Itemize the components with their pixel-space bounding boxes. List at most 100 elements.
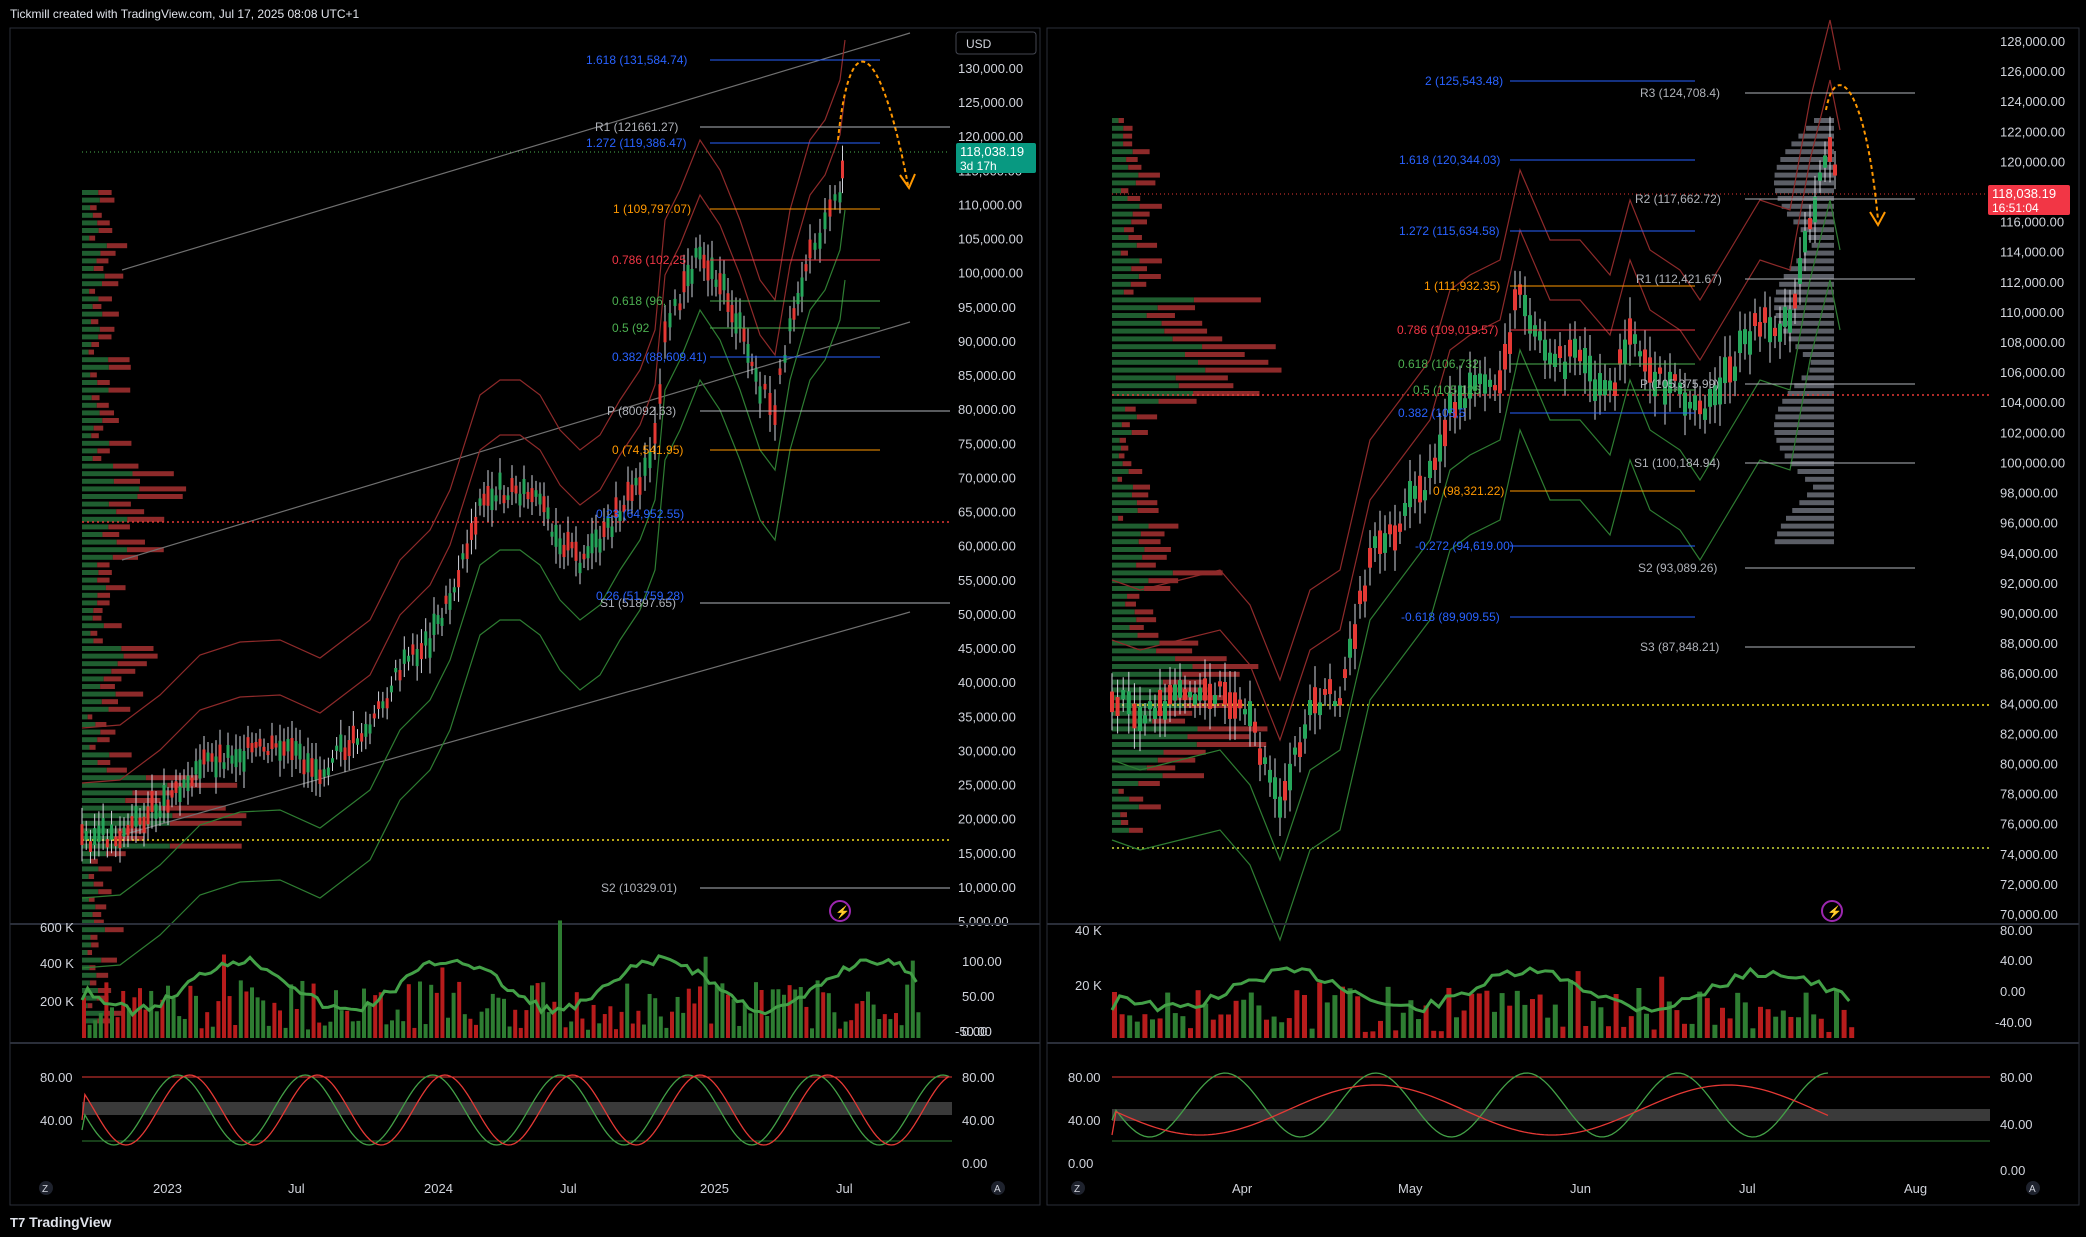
current-price: 118,038.19 xyxy=(1992,186,2056,201)
volume-bar xyxy=(507,1026,512,1038)
fib-level-label: 0.786 (102,25 xyxy=(612,253,686,267)
volume-profile-bar xyxy=(1112,749,1164,755)
candle xyxy=(754,368,758,382)
candle xyxy=(1558,346,1562,359)
volume-bar xyxy=(619,1011,624,1038)
tradingview-logo[interactable]: T7 TradingView xyxy=(10,1214,111,1230)
time-axis-label: May xyxy=(1398,1181,1423,1196)
volume-profile-bar xyxy=(82,562,98,568)
volume-profile-bar xyxy=(91,342,100,347)
time-axis-label: Jul xyxy=(1739,1181,1756,1196)
volume-profile-bar xyxy=(82,326,100,332)
candle xyxy=(574,541,578,561)
fib-level-label: 0.5 (92 xyxy=(612,321,650,335)
candle xyxy=(486,485,490,506)
volume-bar xyxy=(322,1025,327,1038)
volume-profile-bar xyxy=(1112,359,1198,365)
volume-bar xyxy=(1682,1023,1687,1038)
candle xyxy=(522,478,526,494)
charts-canvas[interactable]: 130,000.00125,000.00120,000.00115,000.00… xyxy=(0,0,2086,1206)
volume-bar xyxy=(1134,1021,1140,1038)
volume-profile-bar xyxy=(1138,804,1161,810)
candle xyxy=(88,841,92,852)
volume-profile-bar xyxy=(95,722,107,727)
volume-profile-bar xyxy=(93,638,103,644)
candle xyxy=(788,318,792,332)
price-axis-label: 80,000.00 xyxy=(2000,756,2058,771)
volume-profile-bar xyxy=(1112,242,1137,248)
volume-bar xyxy=(1758,1006,1763,1038)
volume-profile-bar xyxy=(1112,289,1124,295)
volume-profile-bar xyxy=(1112,609,1135,615)
volume-profile-bar xyxy=(82,288,90,294)
volume-bar xyxy=(894,1013,898,1038)
volume-profile-bar xyxy=(1112,695,1175,701)
volume-bar xyxy=(748,1013,753,1038)
candle xyxy=(278,740,282,761)
price-axis-label: 82,000.00 xyxy=(2000,726,2058,741)
candle xyxy=(1683,392,1687,416)
stoch-k-line xyxy=(81,1074,950,1146)
right-volume-pane: 40 K 20 K 80.00 40.00 0.00 -40.00 xyxy=(1075,923,2033,1038)
volume-profile-bar xyxy=(1112,164,1129,170)
candle xyxy=(1728,356,1732,383)
time-axis-label: 2025 xyxy=(700,1181,729,1196)
volume-profile-bar xyxy=(1159,640,1199,646)
volume-bar xyxy=(720,983,725,1038)
volume-profile-bar xyxy=(82,881,94,887)
volume-profile-bar xyxy=(127,516,165,522)
volume-profile-bar xyxy=(93,608,103,613)
candle xyxy=(474,516,478,535)
volume-profile-bar xyxy=(1128,235,1142,240)
volume-profile-bar xyxy=(90,630,98,636)
volume-profile-bar xyxy=(82,311,103,317)
volume-bar xyxy=(171,998,176,1038)
session-profile-bar xyxy=(1774,172,1834,178)
candle xyxy=(154,804,158,819)
time-axis-label: 2023 xyxy=(153,1181,182,1196)
volume-profile-bar xyxy=(82,980,90,986)
volume-profile-bar xyxy=(1127,196,1141,201)
volume-profile-bar xyxy=(1178,383,1234,389)
candle xyxy=(1413,485,1417,499)
volume-bar xyxy=(1423,1005,1429,1038)
volume-profile-bar xyxy=(115,691,144,697)
candle xyxy=(570,541,574,549)
session-profile-bar xyxy=(1799,500,1834,506)
candle xyxy=(1126,691,1131,715)
volume-profile-bar xyxy=(1158,398,1197,404)
volume-bar xyxy=(1393,1030,1399,1038)
candle xyxy=(1583,347,1587,374)
volume-bar xyxy=(434,992,439,1038)
session-profile-bar xyxy=(1783,328,1834,334)
volume-bar xyxy=(597,1023,602,1038)
volume-profile-bar xyxy=(98,334,112,340)
candle xyxy=(1343,669,1347,679)
candle xyxy=(1121,689,1126,700)
volume-profile-bar xyxy=(1112,414,1137,420)
volume-profile-bar xyxy=(1163,749,1206,755)
candle xyxy=(126,824,130,836)
volume-bar xyxy=(1195,990,1201,1038)
volume-bar xyxy=(737,1025,742,1038)
volume-profile-bar xyxy=(82,805,162,811)
volume-bar xyxy=(1636,988,1642,1038)
volume-bar xyxy=(1788,1016,1794,1038)
price-axis-label: 70,000.00 xyxy=(2000,907,2058,922)
session-profile-bar xyxy=(1787,391,1834,396)
price-axis-label: 76,000.00 xyxy=(2000,817,2058,832)
volume-profile-bar xyxy=(90,319,99,325)
candle xyxy=(706,260,710,281)
candle xyxy=(377,701,381,709)
volume-profile-bar xyxy=(82,471,133,477)
volume-profile-bar xyxy=(1148,523,1179,529)
volume-profile-bar xyxy=(82,205,91,211)
session-profile-bar xyxy=(1814,118,1834,123)
candle xyxy=(498,472,502,490)
pivot-label: R2 (117,662.72) xyxy=(1635,192,1721,206)
candle xyxy=(1438,434,1442,462)
volume-profile-bar xyxy=(103,623,122,629)
candle xyxy=(668,313,672,328)
volume-profile-bar xyxy=(1112,687,1165,693)
candle xyxy=(1213,695,1217,705)
